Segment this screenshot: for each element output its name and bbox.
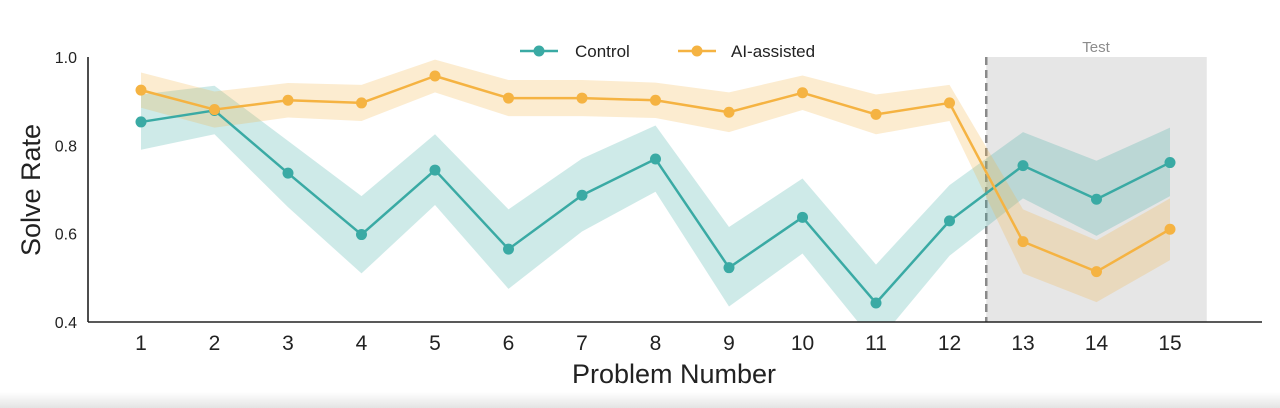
- x-tick-label: 12: [938, 332, 961, 355]
- legend-item-ai-assisted: AI-assisted: [678, 42, 815, 61]
- x-axis-title: Problem Number: [572, 359, 776, 389]
- x-tick-label: 9: [723, 332, 735, 355]
- x-tick-label: 14: [1085, 332, 1109, 355]
- point-ai-assisted-11: [870, 108, 882, 120]
- band-ai-assisted: [141, 59, 1170, 303]
- legend-marker-ai-assisted: [691, 45, 703, 57]
- x-tick-label: 11: [865, 332, 887, 355]
- legend-label-ai-assisted: AI-assisted: [731, 42, 815, 61]
- point-control-1: [135, 116, 147, 128]
- axes: [87, 57, 1262, 323]
- legend-marker-control: [533, 45, 545, 57]
- point-ai-assisted-13: [1017, 236, 1029, 248]
- x-tick-label: 15: [1158, 332, 1181, 355]
- point-ai-assisted-2: [209, 104, 220, 116]
- x-tick-label: 2: [209, 332, 221, 355]
- test-region-label: Test: [1082, 39, 1110, 56]
- y-tick-label: 1.0: [55, 50, 77, 67]
- legend: Control AI-assisted: [520, 42, 815, 61]
- point-control-12: [944, 215, 955, 227]
- point-control-6: [503, 243, 514, 255]
- point-ai-assisted-15: [1164, 223, 1176, 235]
- point-ai-assisted-12: [944, 97, 955, 109]
- y-tick-label: 0.8: [55, 138, 77, 155]
- point-ai-assisted-8: [650, 94, 661, 106]
- point-ai-assisted-3: [282, 94, 294, 106]
- y-tick-label: 0.4: [55, 315, 77, 332]
- x-tick-label: 13: [1011, 332, 1034, 355]
- point-control-5: [429, 164, 441, 176]
- y-axis-title: Solve Rate: [16, 124, 46, 256]
- point-control-14: [1091, 193, 1102, 205]
- point-control-8: [650, 153, 661, 165]
- test-region: [985, 57, 1207, 322]
- point-control-3: [282, 167, 294, 179]
- bottom-edge-shadow: [0, 392, 1280, 408]
- point-ai-assisted-6: [503, 92, 514, 104]
- point-control-15: [1164, 157, 1176, 169]
- x-tick-label: 1: [135, 332, 147, 355]
- point-ai-assisted-1: [135, 84, 147, 96]
- y-tick-label: 0.6: [55, 227, 77, 244]
- point-control-10: [797, 211, 808, 223]
- tick-labels: 0.40.60.81.01 2 3 4 5 6 7 8 9 10 11 12 13 14 15: [55, 50, 1182, 355]
- point-ai-assisted-7: [576, 92, 588, 104]
- point-control-11: [870, 297, 882, 309]
- x-tick-label: 5: [429, 332, 441, 355]
- test-region-shading: [986, 57, 1207, 322]
- point-control-4: [356, 229, 367, 241]
- legend-label-control: Control: [575, 42, 630, 61]
- series-points: [135, 70, 1176, 309]
- point-control-9: [723, 262, 735, 274]
- x-tick-label: 8: [650, 332, 662, 355]
- legend-item-control: Control: [520, 42, 630, 61]
- point-control-7: [576, 189, 588, 201]
- x-tick-label: 4: [356, 332, 368, 355]
- x-tick-label: 6: [503, 332, 515, 355]
- point-ai-assisted-9: [723, 106, 735, 118]
- point-ai-assisted-14: [1091, 266, 1102, 278]
- x-tick-label: 10: [791, 332, 814, 355]
- x-tick-label: 7: [576, 332, 588, 355]
- point-ai-assisted-10: [797, 87, 808, 99]
- x-tick-label: 3: [282, 332, 294, 355]
- point-ai-assisted-4: [356, 97, 367, 109]
- point-control-13: [1017, 160, 1029, 172]
- point-ai-assisted-5: [429, 70, 441, 82]
